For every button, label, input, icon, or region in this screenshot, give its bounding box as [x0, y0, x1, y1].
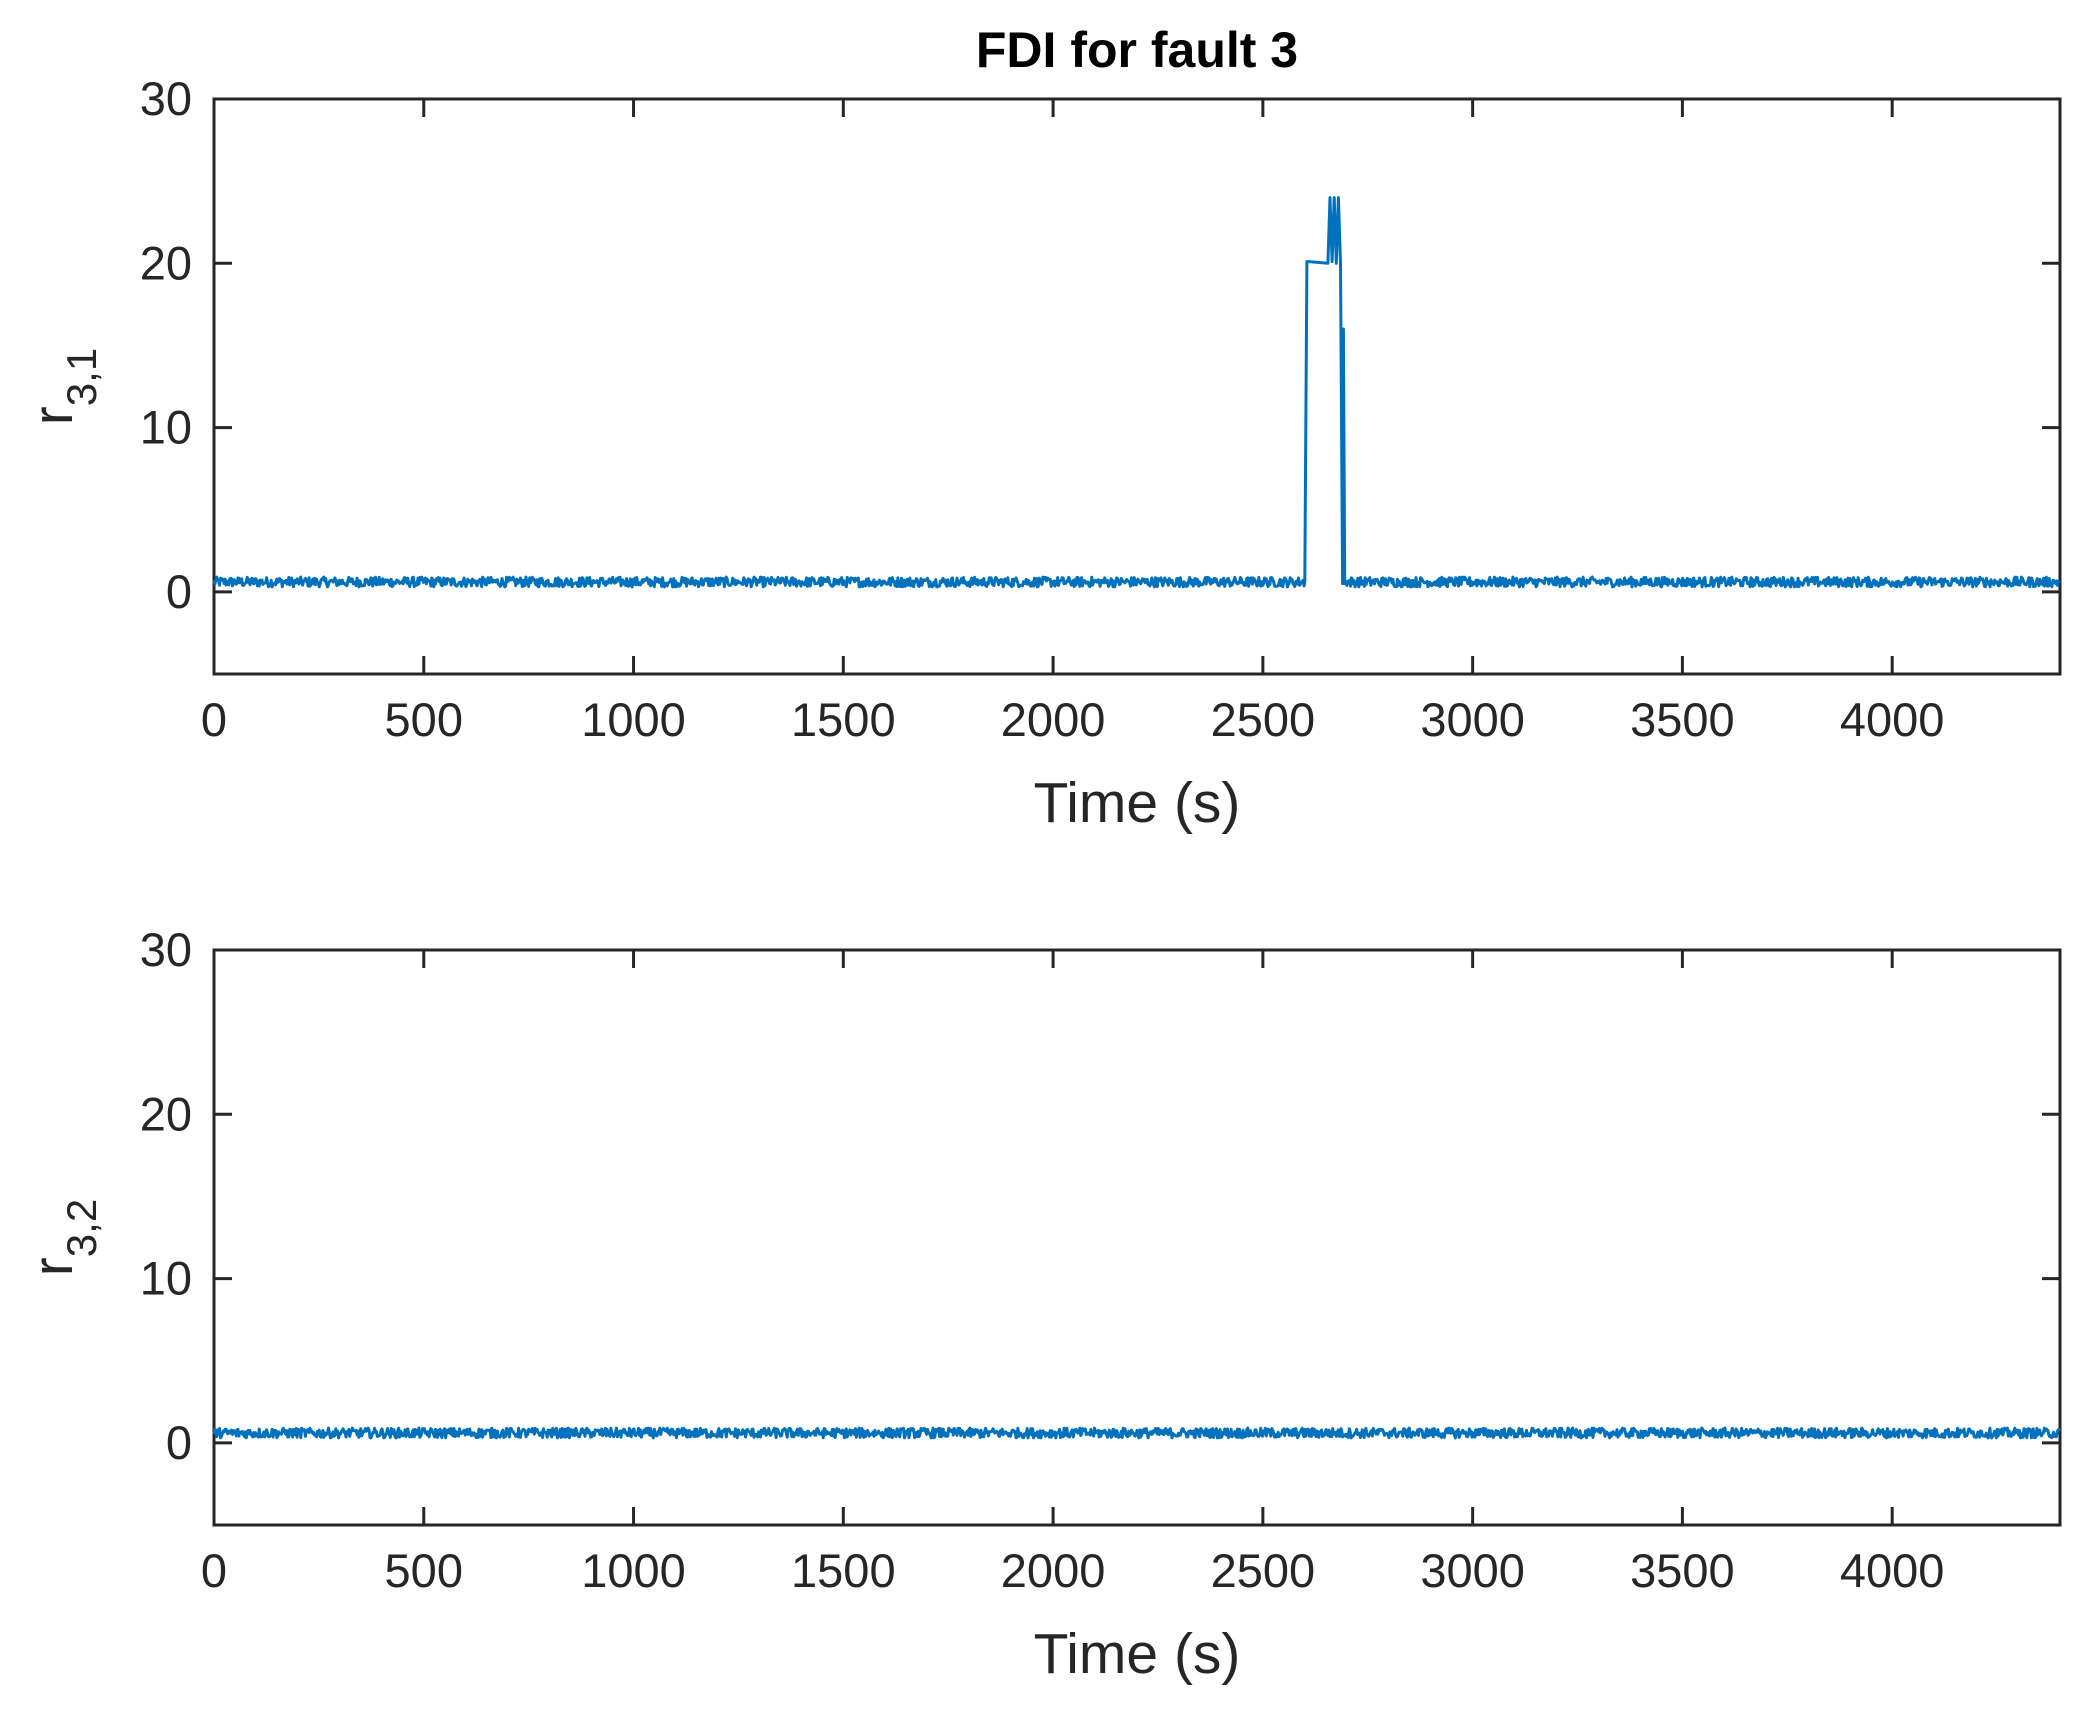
x-axis-label: Time (s) — [1034, 771, 1241, 835]
series-line — [212, 1426, 2061, 1440]
y-tick-label: 20 — [140, 1087, 192, 1140]
x-tick-label: 3500 — [1630, 1544, 1735, 1597]
x-tick-label: 2000 — [1001, 1544, 1106, 1597]
x-tick-label: 3000 — [1420, 693, 1525, 746]
y-axis-label-base: r — [21, 406, 85, 425]
x-tick-label: 3500 — [1630, 693, 1735, 746]
series-line — [212, 196, 2061, 589]
y-axis-label: r3,2 — [21, 1199, 105, 1276]
y-tick-label: 0 — [166, 1416, 192, 1469]
y-tick-label: 30 — [140, 72, 192, 125]
y-axis-label-subscript: 3,2 — [58, 1199, 105, 1257]
subplot-r32: 0 500 1000 1500 2000 2500 3000 3500 4000 0 10 20 30 T… — [21, 923, 2062, 1686]
y-tick-label: 10 — [140, 401, 192, 454]
y-tick-label: 0 — [166, 565, 192, 618]
x-tick-label: 2500 — [1211, 693, 1316, 746]
x-tick-label: 500 — [385, 693, 463, 746]
y-tick-label: 10 — [140, 1252, 192, 1305]
x-axis-label: Time (s) — [1034, 1622, 1241, 1686]
y-axis-label: r3,1 — [21, 348, 105, 425]
x-tick-label: 500 — [385, 1544, 463, 1597]
x-tick-label: 1500 — [791, 1544, 896, 1597]
x-tick-label: 1000 — [581, 1544, 686, 1597]
y-axis-label-subscript: 3,1 — [58, 348, 105, 406]
figure-title: FDI for fault 3 — [976, 22, 1298, 78]
x-tick-label: 1000 — [581, 693, 686, 746]
axes-box — [212, 97, 2062, 676]
x-tick-label: 2000 — [1001, 693, 1106, 746]
x-tick-label: 2500 — [1211, 1544, 1316, 1597]
x-tick-label: 3000 — [1420, 1544, 1525, 1597]
y-tick-label: 20 — [140, 236, 192, 289]
x-tick-label: 1500 — [791, 693, 896, 746]
x-tick-label: 4000 — [1840, 1544, 1945, 1597]
x-tick-label: 0 — [201, 693, 227, 746]
y-axis-label-base: r — [21, 1257, 85, 1276]
subplot-r31: 0 500 1000 1500 2000 2500 3000 3500 4000 0 10 20 30 T… — [21, 72, 2062, 835]
x-tick-label: 0 — [201, 1544, 227, 1597]
x-tick-label: 4000 — [1840, 693, 1945, 746]
y-tick-label: 30 — [140, 923, 192, 976]
